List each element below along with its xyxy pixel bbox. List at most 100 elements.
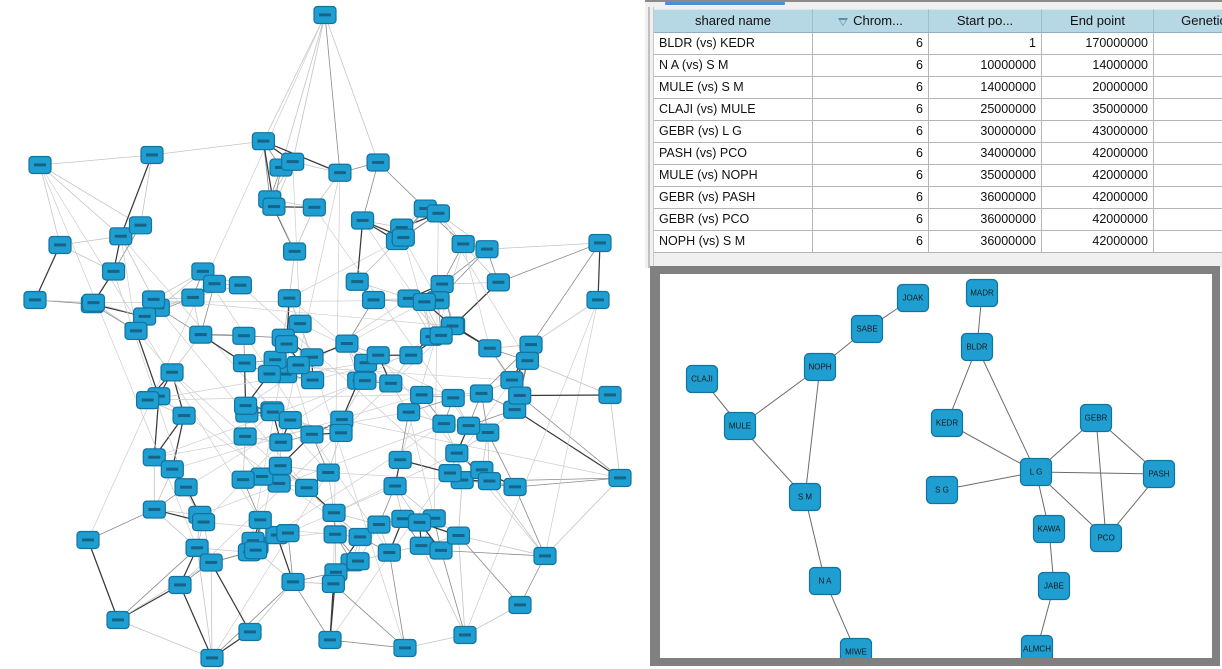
node-MIWE[interactable]: MIWE <box>839 637 873 659</box>
node-N A[interactable]: N A <box>808 566 842 596</box>
edge[interactable] <box>515 477 621 488</box>
node-S G[interactable]: S G <box>925 475 959 505</box>
cell-genetic[interactable]: 6.6 <box>1154 55 1222 77</box>
node-shape[interactable] <box>1037 571 1071 601</box>
main-network-view[interactable] <box>0 0 645 669</box>
edge[interactable] <box>39 164 198 549</box>
cell-chromosome[interactable]: 6 <box>813 187 929 209</box>
node-MADR[interactable]: MADR <box>965 278 999 308</box>
table-row[interactable]: GEBR (vs) PASH636000000420000008.9 <box>654 187 1222 209</box>
node-shape[interactable] <box>1142 459 1176 489</box>
table-row[interactable]: GEBR (vs) L G6300000004300000016.9 <box>654 121 1222 143</box>
node-GEBR[interactable]: GEBR <box>1079 403 1113 433</box>
active-tab-underline[interactable] <box>665 2 785 5</box>
node-shape[interactable] <box>839 637 873 659</box>
table-row[interactable]: CLAJI (vs) MULE625000000350000005.9 <box>654 99 1222 121</box>
edge[interactable] <box>346 301 425 344</box>
cell-shared_name[interactable]: NOPH (vs) S M <box>654 231 813 253</box>
node-KEDR[interactable]: KEDR <box>930 408 964 438</box>
cell-chromosome[interactable]: 6 <box>813 55 929 77</box>
edge[interactable] <box>282 337 313 435</box>
edge[interactable] <box>87 539 119 621</box>
edge[interactable] <box>362 220 442 336</box>
column-header-start_point[interactable]: Start po... <box>929 9 1042 33</box>
cell-start_point[interactable]: 30000000 <box>929 121 1042 143</box>
node-JABE[interactable]: JABE <box>1037 571 1071 601</box>
scrollbar-track[interactable] <box>648 7 650 268</box>
edge[interactable] <box>489 480 546 557</box>
edge[interactable] <box>514 409 621 479</box>
edge[interactable] <box>39 164 122 237</box>
cell-shared_name[interactable]: GEBR (vs) PASH <box>654 187 813 209</box>
cell-start_point[interactable]: 35000000 <box>929 165 1042 187</box>
cell-chromosome[interactable]: 6 <box>813 143 929 165</box>
cell-chromosome[interactable]: 6 <box>813 209 929 231</box>
edge[interactable] <box>210 562 213 659</box>
edge[interactable] <box>498 242 601 283</box>
edge[interactable] <box>341 419 621 479</box>
cell-genetic[interactable]: 10.5 <box>1154 165 1222 187</box>
node-shape[interactable] <box>896 283 930 313</box>
cell-start_point[interactable]: 36000000 <box>929 209 1042 231</box>
edge[interactable] <box>117 619 213 659</box>
node-shape[interactable] <box>723 411 757 441</box>
node-shape[interactable] <box>788 482 822 512</box>
edge[interactable] <box>388 552 406 649</box>
edge[interactable] <box>245 298 410 406</box>
edge[interactable] <box>420 545 466 636</box>
node-shape[interactable] <box>1089 523 1123 553</box>
edge[interactable] <box>433 213 439 519</box>
edge[interactable] <box>609 394 621 479</box>
edge[interactable] <box>211 472 329 659</box>
cell-genetic[interactable]: 8.4 <box>1154 209 1222 231</box>
edge[interactable] <box>210 562 251 633</box>
cell-start_point[interactable]: 10000000 <box>929 55 1042 77</box>
cell-chromosome[interactable]: 6 <box>813 99 929 121</box>
edge[interactable] <box>440 550 546 557</box>
edge-BLDR-L G[interactable] <box>976 346 1037 473</box>
cell-shared_name[interactable]: CLAJI (vs) MULE <box>654 99 813 121</box>
node-shape[interactable] <box>925 475 959 505</box>
edge[interactable] <box>120 154 153 237</box>
edge[interactable] <box>440 550 466 636</box>
edge[interactable] <box>292 14 326 162</box>
table-row[interactable]: MULE (vs) S M614000000200000007.5 <box>654 77 1222 99</box>
node-PASH[interactable]: PASH <box>1142 459 1176 489</box>
edge[interactable] <box>120 236 154 300</box>
edge-NOPH-S M[interactable] <box>804 366 821 498</box>
edge[interactable] <box>544 477 621 557</box>
edge[interactable] <box>34 244 61 301</box>
edge[interactable] <box>211 581 294 659</box>
cell-chromosome[interactable]: 6 <box>813 165 929 187</box>
cell-shared_name[interactable]: MULE (vs) S M <box>654 77 813 99</box>
edge[interactable] <box>329 379 513 641</box>
cell-shared_name[interactable]: GEBR (vs) PCO <box>654 209 813 231</box>
node-JOAK[interactable]: JOAK <box>896 283 930 313</box>
edge[interactable] <box>185 336 432 488</box>
cell-genetic[interactable]: 9.9 <box>1154 231 1222 253</box>
node-shape[interactable] <box>850 314 884 344</box>
edge[interactable] <box>39 164 61 246</box>
edge[interactable] <box>458 535 466 636</box>
cell-shared_name[interactable]: PASH (vs) PCO <box>654 143 813 165</box>
edge[interactable] <box>597 242 601 301</box>
edge[interactable] <box>289 240 398 299</box>
node-KAWA[interactable]: KAWA <box>1032 514 1066 544</box>
table-scroll-gutter[interactable] <box>645 7 654 268</box>
edge[interactable] <box>362 162 379 221</box>
node-shape[interactable] <box>808 566 842 596</box>
cell-start_point[interactable]: 25000000 <box>929 99 1042 121</box>
cell-end_point[interactable]: 20000000 <box>1042 77 1154 99</box>
edge[interactable] <box>117 562 212 621</box>
cell-chromosome[interactable]: 6 <box>813 77 929 99</box>
edge[interactable] <box>519 394 611 397</box>
sub-network-panel[interactable]: JOAK SABE NOPH CLAJI MULE S M N A MIWE MADR BLDR K… <box>650 266 1220 666</box>
edge[interactable] <box>333 583 406 649</box>
node-BLDR[interactable]: BLDR <box>960 332 994 362</box>
edge[interactable] <box>464 299 599 636</box>
table-row[interactable]: NOPH (vs) S M636000000420000009.9 <box>654 231 1222 253</box>
edge[interactable] <box>314 207 469 426</box>
edge[interactable] <box>403 237 432 337</box>
edge[interactable] <box>151 140 264 156</box>
edge[interactable] <box>280 14 326 168</box>
